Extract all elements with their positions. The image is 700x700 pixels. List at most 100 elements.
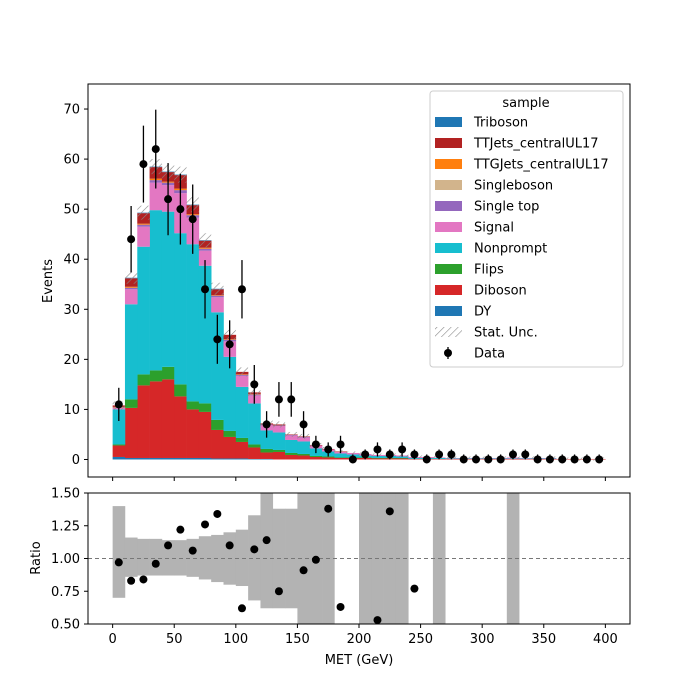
bar-dy-bin-3 <box>149 457 163 460</box>
data-point-22 <box>385 450 394 459</box>
bar-single-top-bin-2 <box>137 224 150 227</box>
ratio-y-tick-label-0: 0.50 <box>51 618 80 633</box>
ratio-point-10 <box>237 604 246 613</box>
legend-label-triboson: Triboson <box>473 116 528 131</box>
stat-unc-bin-2 <box>137 205 150 220</box>
stat-unc-bin-10 <box>235 367 249 377</box>
ratio-unc-band-bin-5 <box>174 540 187 576</box>
ratio-y-tick-label-2: 1.00 <box>51 552 80 567</box>
ratio-point-16 <box>324 504 333 513</box>
main-y-tick-label-7: 70 <box>63 103 80 118</box>
legend-swatch-diboson <box>435 285 462 295</box>
ratio-point-4 <box>164 541 173 550</box>
ratio-point-13 <box>274 587 283 596</box>
data-point-26 <box>435 450 444 459</box>
bar-signal-bin-10 <box>235 375 249 387</box>
ratio-unc-band-bin-1 <box>124 537 138 577</box>
bar-single-top-bin-1 <box>124 287 138 290</box>
main-y-tick-label-6: 60 <box>63 153 80 168</box>
bar-flips-bin-21 <box>371 457 384 459</box>
bar-nonprompt-bin-15 <box>297 441 311 454</box>
bar-flips-bin-9 <box>223 430 237 437</box>
stat-unc-bin-14 <box>285 431 298 437</box>
ratio-x-ticks: 0 50 100 150 200 250 300 350 400 <box>108 624 618 647</box>
ratio-unc-band-bin-4 <box>161 540 175 576</box>
bar-nonprompt-bin-14 <box>285 439 298 453</box>
ratio-unc-band-bin-32 <box>506 493 520 624</box>
ratio-x-tick-label-8: 400 <box>593 632 618 647</box>
bar-signal-bin-8 <box>211 297 224 313</box>
ratio-point-12 <box>262 536 271 545</box>
main-y-tick-label-5: 50 <box>63 203 80 218</box>
bar-signal-bin-14 <box>285 435 298 440</box>
ratio-point-20 <box>410 584 419 593</box>
data-point-14 <box>287 395 296 404</box>
bar-diboson-bin-8 <box>211 429 224 459</box>
bar-flips-bin-14 <box>285 452 298 455</box>
ratio-y-tick-label-4: 1.50 <box>51 487 80 502</box>
bar-ttgjets-centralul17-bin-2 <box>137 223 150 225</box>
legend-swatch-triboson <box>435 117 462 127</box>
stat-unc-bin-7 <box>198 233 212 248</box>
ratio-point-8 <box>213 509 222 518</box>
data-point-20 <box>361 450 370 459</box>
legend-label-stat-unc-: Stat. Unc. <box>474 326 538 341</box>
bar-dy-bin-11 <box>248 458 261 460</box>
legend-entries: Triboson TTJets_centralUL17 TTGJets_centra… <box>435 116 609 362</box>
data-point-13 <box>274 395 283 404</box>
ratio-point-0 <box>114 558 123 567</box>
bar-diboson-bin-2 <box>137 385 150 458</box>
data-point-18 <box>336 440 345 449</box>
data-point-6 <box>188 215 197 224</box>
bar-signal-bin-7 <box>198 250 212 266</box>
ratio-point-17 <box>336 602 345 611</box>
bar-flips-bin-4 <box>161 366 175 380</box>
data-point-17 <box>324 445 333 454</box>
ratio-unc-band-bin-0 <box>112 506 126 598</box>
bar-diboson-bin-1 <box>124 407 138 458</box>
legend-label-dy: DY <box>474 305 491 320</box>
data-point-23 <box>398 445 407 454</box>
data-point-39 <box>595 455 604 464</box>
legend-box <box>429 90 624 368</box>
bar-nonprompt-bin-23 <box>395 456 409 458</box>
bar-flips-bin-15 <box>297 453 311 456</box>
bar-flips-bin-11 <box>248 444 261 448</box>
main-y-ticks: 0 10 20 30 40 50 60 70 <box>63 103 88 468</box>
data-point-15 <box>299 420 308 429</box>
data-point-16 <box>311 440 320 449</box>
legend-swatch-ttgjets-centralul17 <box>435 159 462 169</box>
bar-flips-bin-7 <box>198 403 212 412</box>
bar-nonprompt-bin-5 <box>174 233 187 385</box>
bar-diboson-bin-0 <box>112 445 126 457</box>
bar-diboson-bin-5 <box>174 396 187 458</box>
ratio-point-15 <box>311 555 320 564</box>
bar-nonprompt-bin-13 <box>272 432 286 450</box>
bar-nonprompt-bin-9 <box>223 356 237 431</box>
ratio-y-ticks: 0.50 0.75 1.00 1.25 1.50 <box>51 487 88 633</box>
bar-diboson-bin-7 <box>198 411 212 458</box>
data-point-8 <box>213 335 222 344</box>
bar-nonprompt-bin-11 <box>248 403 261 445</box>
bar-ttgjets-centralul17-bin-8 <box>211 295 224 296</box>
bar-flips-bin-3 <box>149 370 163 382</box>
legend-swatch-stat-unc- <box>435 327 462 337</box>
bar-flips-bin-17 <box>322 456 335 458</box>
bar-dy-bin-2 <box>137 457 150 460</box>
bar-dy-bin-9 <box>223 458 237 460</box>
bar-flips-bin-23 <box>395 457 409 459</box>
bar-flips-bin-8 <box>211 419 224 430</box>
legend: sample Triboson TTJets_centralUL17 TTGJets… <box>429 90 624 368</box>
ratio-y-tick-label-3: 1.25 <box>51 519 80 534</box>
data-point-28 <box>459 455 468 464</box>
ratio-x-tick-label-2: 100 <box>223 632 248 647</box>
ratio-point-5 <box>176 525 185 534</box>
bar-diboson-bin-4 <box>161 379 175 458</box>
data-point-5 <box>176 205 185 214</box>
bar-nonprompt-bin-0 <box>112 409 126 445</box>
data-point-30 <box>484 455 493 464</box>
legend-swatch-flips <box>435 264 462 274</box>
bar-ttgjets-centralul17-bin-7 <box>198 247 212 249</box>
bar-signal-bin-3 <box>149 182 163 211</box>
